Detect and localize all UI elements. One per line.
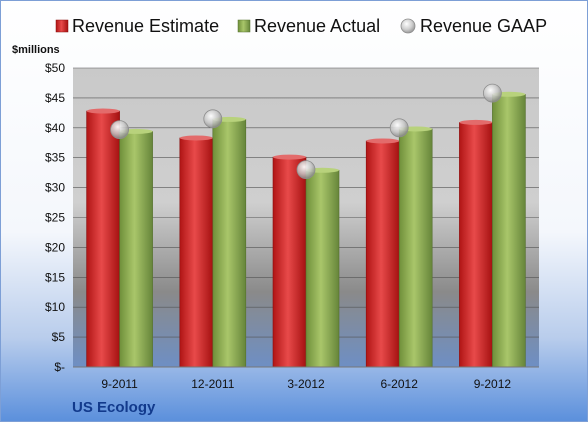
y-tick-label: $-	[54, 360, 65, 374]
y-tick-label: $15	[45, 270, 65, 284]
y-tick-label: $35	[45, 151, 65, 165]
x-tick-label: 9-2012	[474, 377, 512, 391]
bar-top-revenue-estimate	[273, 154, 306, 160]
company-name: US Ecology	[72, 399, 156, 416]
x-axis-ticks: 9-2011 12-2011 3-2012 6-2012 9-2012	[101, 377, 511, 391]
x-tick-label: 12-2011	[191, 377, 234, 391]
bar-top-revenue-estimate	[179, 135, 213, 141]
point-revenue-gaap	[203, 109, 223, 129]
point-revenue-gaap	[296, 160, 316, 180]
x-tick-label: 6-2012	[381, 377, 419, 391]
bars	[86, 91, 526, 368]
y-tick-label: $50	[45, 61, 65, 75]
bar-revenue-actual	[492, 94, 526, 368]
bar-revenue-estimate	[179, 137, 214, 368]
x-tick-label: 9-2011	[101, 377, 138, 391]
legend-swatch-gaap	[400, 18, 416, 34]
point-revenue-gaap	[389, 118, 409, 138]
bar-revenue-estimate	[459, 122, 493, 368]
bar-revenue-actual	[212, 119, 247, 368]
y-tick-label: $5	[52, 330, 66, 344]
gaap-points	[110, 83, 502, 180]
y-axis-ticks: $- $5 $10 $15 $20 $25 $30 $35 $40 $45 $50	[45, 61, 65, 374]
bar-revenue-actual	[119, 131, 153, 368]
legend: Revenue Estimate Revenue Actual Revenue …	[55, 16, 547, 36]
bar-top-revenue-estimate	[366, 138, 400, 144]
bar-revenue-actual	[398, 128, 433, 368]
y-tick-label: $10	[45, 300, 65, 314]
legend-label-gaap: Revenue GAAP	[420, 16, 547, 36]
point-revenue-gaap	[482, 83, 502, 103]
legend-label-estimate: Revenue Estimate	[72, 16, 219, 36]
x-tick-label: 3-2012	[287, 377, 325, 391]
bar-revenue-estimate	[365, 140, 400, 368]
y-tick-label: $20	[45, 240, 65, 254]
y-tick-label: $45	[45, 91, 65, 105]
bar-top-revenue-estimate	[459, 119, 493, 125]
bar-revenue-estimate	[272, 156, 307, 368]
point-revenue-gaap	[110, 120, 129, 139]
y-axis-unit-label: $millions	[12, 44, 60, 56]
bar-revenue-actual	[305, 169, 340, 368]
bar-top-revenue-estimate	[86, 108, 120, 114]
y-tick-label: $25	[45, 211, 65, 225]
bar-revenue-estimate	[86, 110, 120, 368]
y-tick-label: $30	[45, 181, 65, 195]
y-tick-label: $40	[45, 121, 65, 135]
legend-swatch-estimate	[55, 19, 69, 33]
legend-swatch-actual	[237, 19, 251, 33]
legend-label-actual: Revenue Actual	[254, 16, 380, 36]
